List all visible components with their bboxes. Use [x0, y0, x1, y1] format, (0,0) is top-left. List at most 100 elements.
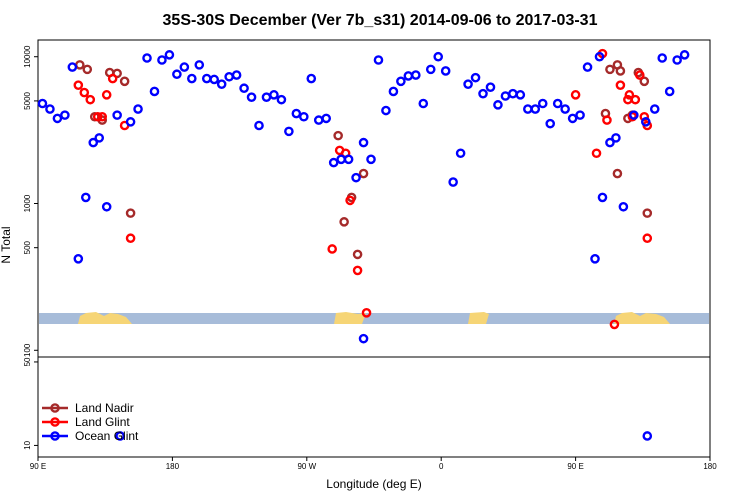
ocean-glint-point — [618, 201, 629, 212]
x-axis: 90 E 180 90 W 0 90 E 180 — [30, 457, 717, 471]
ocean-glint-point — [216, 79, 227, 89]
ocean-glint-point — [493, 100, 503, 110]
land-glint-point — [101, 90, 112, 100]
ocean-glint-point — [575, 110, 585, 120]
ocean-glint-point — [142, 53, 152, 63]
land-glint-point — [591, 148, 602, 159]
x-axis-label: Longitude (deg E) — [326, 477, 421, 491]
y-tick-label: 100 — [23, 343, 32, 357]
ocean-glint-point — [500, 91, 511, 101]
ocean-glint-point — [313, 115, 324, 125]
land-south-africa — [468, 312, 489, 324]
land-nadir-point — [82, 64, 93, 75]
legend-label-land-glint: Land Glint — [75, 415, 130, 429]
land-nadir-point — [75, 60, 85, 70]
land-nadir-point — [615, 66, 626, 76]
ocean-band — [39, 313, 709, 324]
ocean-glint-point — [605, 137, 615, 148]
ocean-glint-point — [537, 98, 548, 109]
ocean-glint-point — [582, 62, 593, 72]
ocean-glint-point — [611, 133, 621, 143]
ocean-glint-point — [597, 192, 608, 203]
land-nadir-point — [612, 168, 623, 179]
x-tick-label: 90 W — [297, 462, 316, 471]
land-glint-point — [624, 90, 635, 100]
ocean-glint-point — [530, 104, 541, 114]
land-nadir-point — [358, 168, 369, 179]
ocean-glint-point — [246, 92, 257, 102]
land-glint-point — [345, 195, 355, 206]
land-glint-point — [107, 73, 118, 84]
land-new-zealand — [112, 316, 129, 324]
ocean-glint-point — [112, 110, 122, 120]
data-points — [37, 48, 690, 441]
land-nadir-point — [639, 76, 650, 87]
ocean-glint-point — [358, 137, 369, 148]
land-nadir-point — [339, 217, 349, 227]
ocean-glint-point — [679, 50, 690, 60]
land-glint-point — [327, 244, 337, 254]
ocean-glint-point — [164, 50, 175, 60]
ocean-glint-point — [649, 104, 660, 114]
ocean-glint-point — [94, 133, 105, 143]
ocean-glint-point — [60, 110, 70, 120]
land-nadir-point — [119, 76, 130, 87]
ocean-glint-point — [418, 98, 429, 109]
y-axis-upper: 100 500 1000 5000 10000 — [23, 45, 38, 357]
ocean-glint-point — [672, 55, 682, 65]
ocean-glint-point — [321, 113, 332, 124]
ocean-glint-point — [149, 86, 160, 97]
y-tick-label: 10 — [23, 440, 32, 449]
ocean-glint-point — [239, 83, 249, 94]
ocean-glint-point — [358, 333, 369, 344]
ocean-glint-point — [269, 90, 279, 100]
y-tick-label: 10000 — [23, 45, 32, 68]
ocean-glint-point — [125, 117, 136, 127]
ocean-glint-point — [515, 90, 526, 100]
ocean-glint-point — [172, 69, 182, 80]
land-glint-point — [92, 111, 103, 122]
ocean-glint-point — [642, 431, 653, 441]
ocean-glint-point — [187, 73, 197, 84]
land-glint-point — [79, 87, 90, 98]
upper-plot-frame — [37, 39, 711, 358]
legend-label-land-nadir: Land Nadir — [75, 401, 134, 415]
land-glint-point — [639, 111, 650, 122]
ocean-glint-point — [343, 154, 354, 165]
land-glint-point — [609, 319, 620, 330]
ocean-glint-point — [351, 172, 361, 183]
legend-marker-land-nadir — [50, 403, 60, 413]
ocean-glint-point — [433, 51, 444, 62]
land-glint-point — [615, 80, 626, 90]
ocean-glint-point — [284, 126, 294, 137]
land-nadir-point — [642, 208, 653, 218]
ocean-glint-point — [67, 62, 78, 72]
ocean-glint-point — [201, 73, 212, 84]
land-glint-point — [85, 94, 96, 105]
y-tick-label: 500 — [23, 240, 32, 254]
land-glint-point — [352, 265, 363, 276]
land-glint-point — [642, 233, 653, 244]
ocean-glint-point — [80, 192, 91, 203]
y-tick-label: 5000 — [23, 91, 32, 109]
ocean-glint-point — [470, 72, 481, 83]
legend-marker-ocean-glint — [50, 431, 60, 441]
land-glint-point — [623, 94, 633, 105]
ocean-glint-point — [133, 104, 143, 114]
ocean-glint-point — [657, 53, 668, 63]
ocean-glint-point — [485, 82, 496, 92]
y-tick-label: 50 — [23, 357, 32, 366]
ocean-glint-point — [455, 148, 466, 159]
ocean-glint-point — [381, 105, 391, 116]
ocean-glint-point — [590, 254, 600, 264]
x-tick-label: 90 E — [30, 462, 46, 471]
ocean-glint-point — [37, 98, 48, 109]
ocean-glint-point — [508, 88, 518, 99]
ocean-glint-point — [45, 104, 55, 114]
land-glint-point — [630, 94, 641, 105]
ocean-glint-point — [388, 86, 399, 97]
legend-marker-land-glint — [50, 417, 60, 427]
ocean-glint-point — [448, 177, 458, 187]
land-nadir-point — [352, 249, 363, 260]
